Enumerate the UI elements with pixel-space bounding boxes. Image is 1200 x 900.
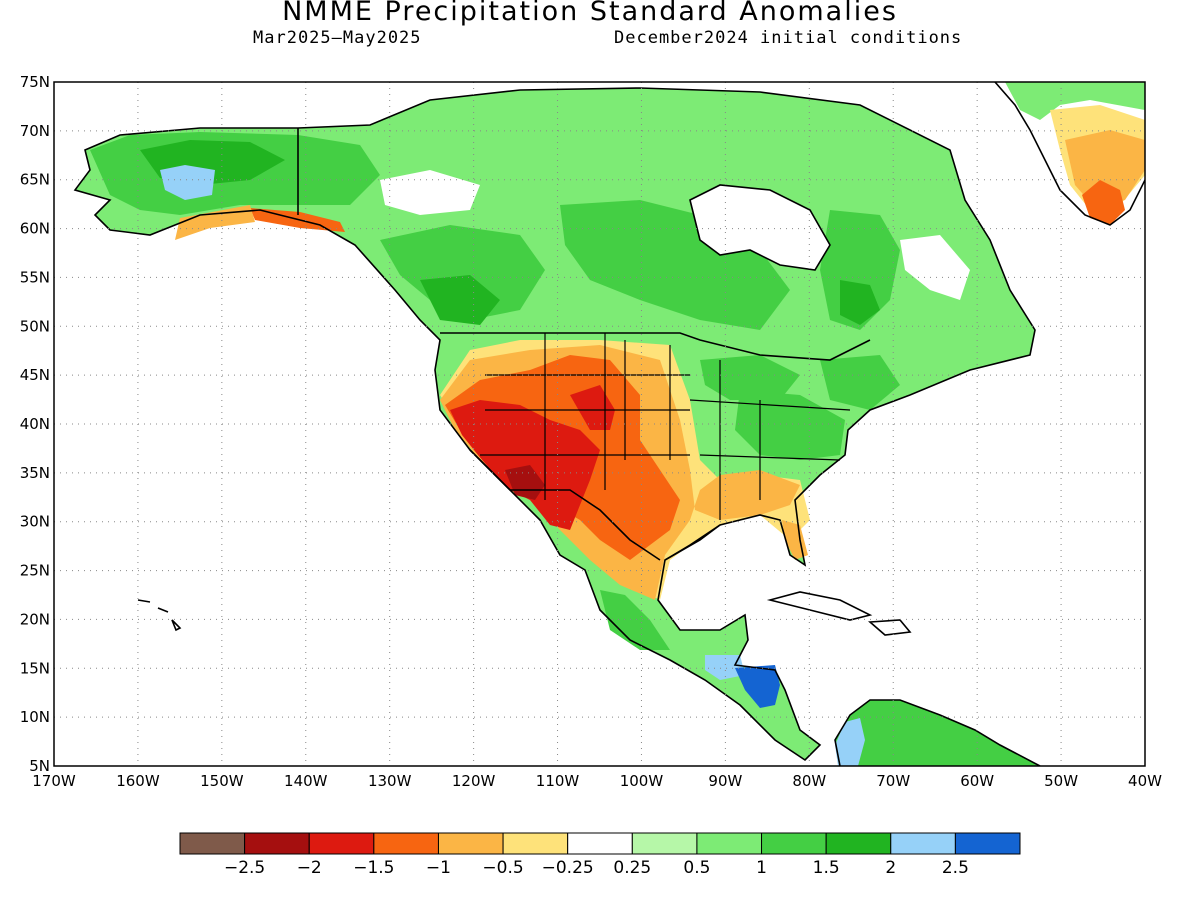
lat-label: 35N [20,464,50,482]
wet-central-america-light [705,655,745,680]
hudson-bay [690,185,830,270]
colorbar-swatch [308,832,375,855]
wet-mexico-coast [600,590,670,650]
colorbar-swatch [373,832,439,855]
lat-label: 40N [20,415,50,433]
lat-label: 50N [20,317,50,335]
colorbar-label: 0.5 [683,858,710,878]
lon-label: 170W [32,772,76,790]
lon-label: 120W [452,772,496,790]
colorbar-label: −0.5 [482,858,523,878]
graticule [54,82,1145,766]
lon-label: 110W [536,772,580,790]
colorbar-label: −2 [297,858,322,878]
latitude-labels: 75N 70N 65N 60N 55N 50N 45N 40N 35N 30N 25N 20N 15N 1… [20,73,50,775]
greenland-green [1005,82,1145,120]
coastline-greenland [994,82,1145,226]
dry-colorado-severe [570,385,615,430]
colorbar-swatch [954,832,1021,855]
greenland-dry-strong [1082,180,1125,225]
wet-central-america [735,665,780,708]
colorbar-swatch [179,832,246,855]
lon-label: 40W [1128,772,1162,790]
state-lines [480,333,851,520]
colorbar-swatch [502,832,569,855]
colorbar: −2.5 −2 −1.5 −1 −0.5 −0.25 0.25 0.5 1 1.5 2 2.5 [179,832,1021,878]
colorbar-swatch [825,832,892,855]
neutral-labrador [900,235,970,300]
lon-label: 60W [960,772,994,790]
greenland-dry [1065,130,1145,208]
lon-label: 140W [284,772,328,790]
dry-alaska-coast-light [175,205,255,240]
lat-label: 10N [20,708,50,726]
colorbar-swatch [761,832,827,855]
lat-label: 20N [20,610,50,628]
wet-new-england [820,355,900,410]
lat-label: 25N [20,562,50,580]
colorbar-swatch [631,832,698,855]
map-title: NMME Precipitation Standard Anomalies [282,0,898,27]
lat-label: 30N [20,513,50,531]
border-us-mexico [469,449,661,561]
coastlines [73,82,1145,766]
colorbar-swatch [696,832,763,855]
lat-label: 70N [20,122,50,140]
colorbar-swatch [567,832,633,855]
colorbar-label: −2.5 [224,858,265,878]
wet-canada-central [560,200,790,330]
lon-label: 130W [368,772,412,790]
wet-canada-core [420,275,500,325]
wet-alaska-blue [160,165,215,200]
lon-label: 50W [1044,772,1078,790]
neutral-arctic [380,170,480,215]
lon-label: 100W [620,772,664,790]
lat-label: 45N [20,366,50,384]
longitude-labels: 170W 160W 150W 140W 130W 120W 110W 100W 90W 80W 70… [32,772,1162,790]
lat-label: 75N [20,73,50,91]
colorbar-label: −1 [426,858,451,878]
colorbar-label: 2.5 [942,858,969,878]
island-hawaii [137,599,182,632]
lon-label: 90W [708,772,742,790]
wet-canada-core-2 [840,280,880,325]
coastline-south-america [834,699,1041,766]
map-frame [53,81,1146,767]
island-hispaniola [868,619,912,636]
coastline-north-america [73,87,1036,762]
colorbar-label: 1 [756,858,767,878]
colorbar-label: −1.5 [353,858,394,878]
forecast-period: Mar2025–May2025 [253,28,422,48]
coastline-hudson-bay [689,184,831,271]
colorbar-label: −0.25 [542,858,594,878]
lon-label: 80W [792,772,826,790]
wet-canada-west [380,225,545,320]
lat-label: 60N [20,220,50,238]
dry-nm-mexico-border [505,465,545,500]
south-america-wet [835,718,865,766]
lat-label: 15N [20,659,50,677]
anomaly-fields [75,82,1145,766]
coastline-gulf [664,524,721,561]
island-cuba [766,591,873,621]
colorbar-swatch [437,832,504,855]
lon-label: 160W [116,772,160,790]
dry-southwest-severe [450,400,600,530]
initial-conditions: December2024 initial conditions [614,28,963,48]
colorbar-swatch [890,832,956,855]
colorbar-label: 1.5 [813,858,840,878]
lat-label: 65N [20,171,50,189]
colorbar-swatch [244,832,310,855]
lon-label: 150W [200,772,244,790]
lat-label: 55N [20,268,50,286]
colorbar-label: 2 [885,858,896,878]
lon-label: 70W [876,772,910,790]
land-south-america [835,700,1040,766]
border-canada-us [440,332,871,361]
lat-label: 5N [29,757,50,775]
colorbar-label: 0.25 [613,858,651,878]
